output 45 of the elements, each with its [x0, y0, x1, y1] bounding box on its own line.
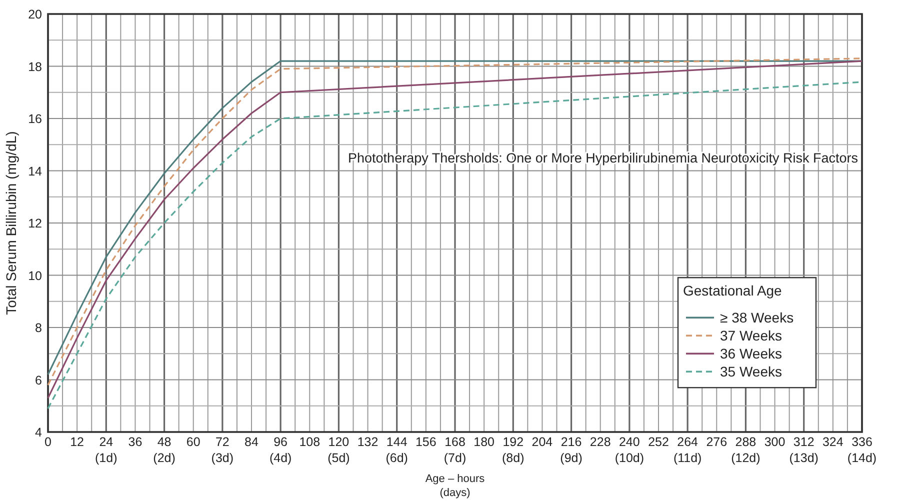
x-tick-label: 120 (5d)	[328, 435, 350, 465]
legend-label: 35 Weeks	[720, 364, 782, 380]
x-tick-label: 228	[590, 435, 611, 449]
x-tick-label: 72 (3d)	[211, 435, 234, 465]
x-tick-label: 216 (9d)	[560, 435, 582, 465]
x-tick-label: 324	[822, 435, 844, 449]
x-tick-label: 264 (11d)	[673, 435, 702, 465]
x-tick-label: 12	[70, 435, 84, 449]
y-tick-label: 10	[28, 268, 42, 283]
legend-label: ≥ 38 Weeks	[720, 310, 794, 326]
x-tick-label: 36	[128, 435, 142, 449]
y-tick-label: 18	[28, 60, 42, 74]
x-tick-label: 300	[764, 435, 786, 449]
y-tick-label: 6	[35, 373, 42, 388]
x-tick-label: 60	[186, 435, 200, 449]
y-tick-label: 14	[28, 164, 42, 178]
x-tick-label: 252	[648, 435, 669, 449]
legend-label: 36 Weeks	[720, 346, 782, 362]
x-tick-label: 312 (13d)	[789, 435, 818, 465]
y-tick-label: 12	[28, 216, 42, 230]
x-axis-title: Age – hours (days)	[425, 473, 486, 499]
x-tick-label: 0	[44, 435, 52, 449]
legend-label: 37 Weeks	[720, 328, 782, 344]
x-tick-label: 48 (2d)	[153, 435, 176, 465]
x-tick-label: 24 (1d)	[95, 435, 118, 465]
x-tick-label: 240 (10d)	[614, 435, 644, 465]
y-tick-label: 20	[28, 8, 42, 22]
y-tick-label: 16	[28, 112, 42, 126]
y-axis-title: Total Serum Billirubin (mg/dL)	[3, 131, 19, 315]
x-tick-label: 96 (4d)	[269, 435, 292, 465]
x-tick-label: 204	[532, 435, 553, 449]
x-tick-label: 168 (7d)	[444, 435, 466, 465]
y-tick-label: 4	[35, 426, 42, 440]
x-tick-label: 336 (14d)	[847, 435, 877, 465]
legend-title: Gestational Age	[683, 282, 782, 299]
x-tick-label: 276	[706, 435, 728, 449]
x-tick-label: 84	[244, 435, 258, 449]
y-tick-label: 8	[35, 321, 42, 335]
x-tick-label: 144 (6d)	[386, 435, 408, 465]
x-tick-label: 108	[299, 435, 320, 449]
x-tick-label: 288 (12d)	[731, 435, 760, 465]
x-tick-label: 192 (8d)	[502, 435, 524, 465]
x-tick-label: 156	[416, 435, 436, 449]
x-tick-label: 132	[357, 435, 378, 449]
x-tick-label: 180	[474, 435, 495, 449]
